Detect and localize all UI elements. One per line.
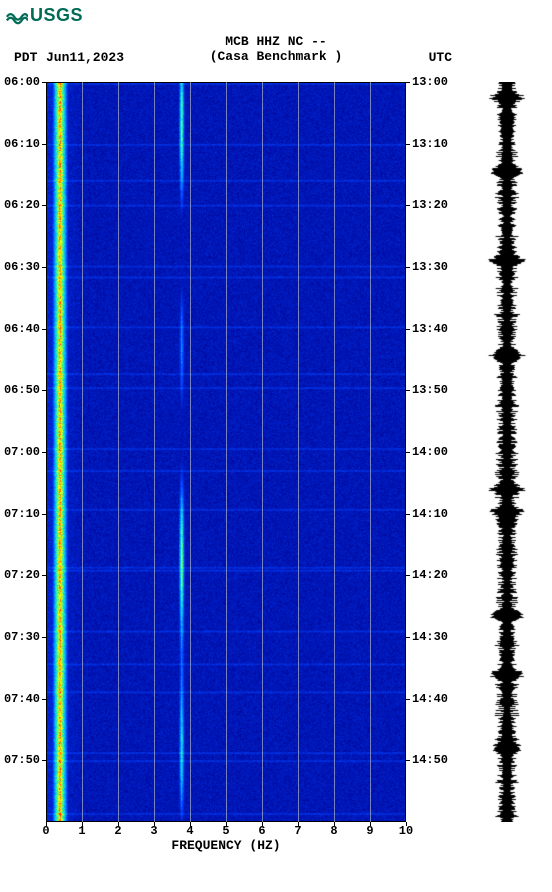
x-axis-label: FREQUENCY (HZ) (46, 838, 406, 853)
spectrogram-chart (46, 82, 406, 822)
y-left-tick: 07:20 (4, 568, 40, 582)
utc-label: UTC (429, 50, 452, 65)
y-left-tick: 07:40 (4, 692, 40, 706)
station-code: MCB HHZ NC -- (0, 34, 552, 49)
y-right-tick: 14:40 (412, 692, 448, 706)
x-tick: 9 (366, 824, 373, 838)
y-right-tick: 14:10 (412, 507, 448, 521)
x-tick: 5 (222, 824, 229, 838)
x-tick: 1 (78, 824, 85, 838)
usgs-logo: USGS (6, 4, 83, 26)
wave-icon (6, 4, 28, 26)
y-left-tick: 06:40 (4, 322, 40, 336)
waveform-trace (485, 82, 529, 822)
x-tick: 7 (294, 824, 301, 838)
y-right-tick: 14:00 (412, 445, 448, 459)
y-axis-left-ticks: 06:0006:1006:2006:3006:4006:5007:0007:10… (0, 82, 44, 822)
y-left-tick: 07:50 (4, 753, 40, 767)
x-tick: 10 (399, 824, 413, 838)
y-left-tick: 07:00 (4, 445, 40, 459)
y-left-tick: 07:10 (4, 507, 40, 521)
y-axis-right-ticks: 13:0013:1013:2013:3013:4013:5014:0014:10… (408, 82, 450, 822)
y-right-tick: 14:20 (412, 568, 448, 582)
pdt-label: PDT (14, 50, 37, 65)
x-tick: 8 (330, 824, 337, 838)
y-right-tick: 14:50 (412, 753, 448, 767)
y-left-tick: 07:30 (4, 630, 40, 644)
y-right-tick: 13:20 (412, 198, 448, 212)
y-right-tick: 13:30 (412, 260, 448, 274)
y-right-tick: 13:40 (412, 322, 448, 336)
date-label: Jun11,2023 (46, 50, 124, 65)
y-left-tick: 06:10 (4, 137, 40, 151)
y-left-tick: 06:00 (4, 75, 40, 89)
x-tick: 6 (258, 824, 265, 838)
waveform-canvas (485, 82, 529, 822)
y-right-tick: 13:10 (412, 137, 448, 151)
y-left-tick: 06:30 (4, 260, 40, 274)
spectrogram-canvas (46, 82, 406, 822)
x-tick: 2 (114, 824, 121, 838)
y-right-tick: 14:30 (412, 630, 448, 644)
x-tick: 0 (42, 824, 49, 838)
y-right-tick: 13:50 (412, 383, 448, 397)
x-tick: 3 (150, 824, 157, 838)
y-right-tick: 13:00 (412, 75, 448, 89)
x-tick: 4 (186, 824, 193, 838)
y-left-tick: 06:50 (4, 383, 40, 397)
logo-text: USGS (30, 5, 83, 26)
y-left-tick: 06:20 (4, 198, 40, 212)
